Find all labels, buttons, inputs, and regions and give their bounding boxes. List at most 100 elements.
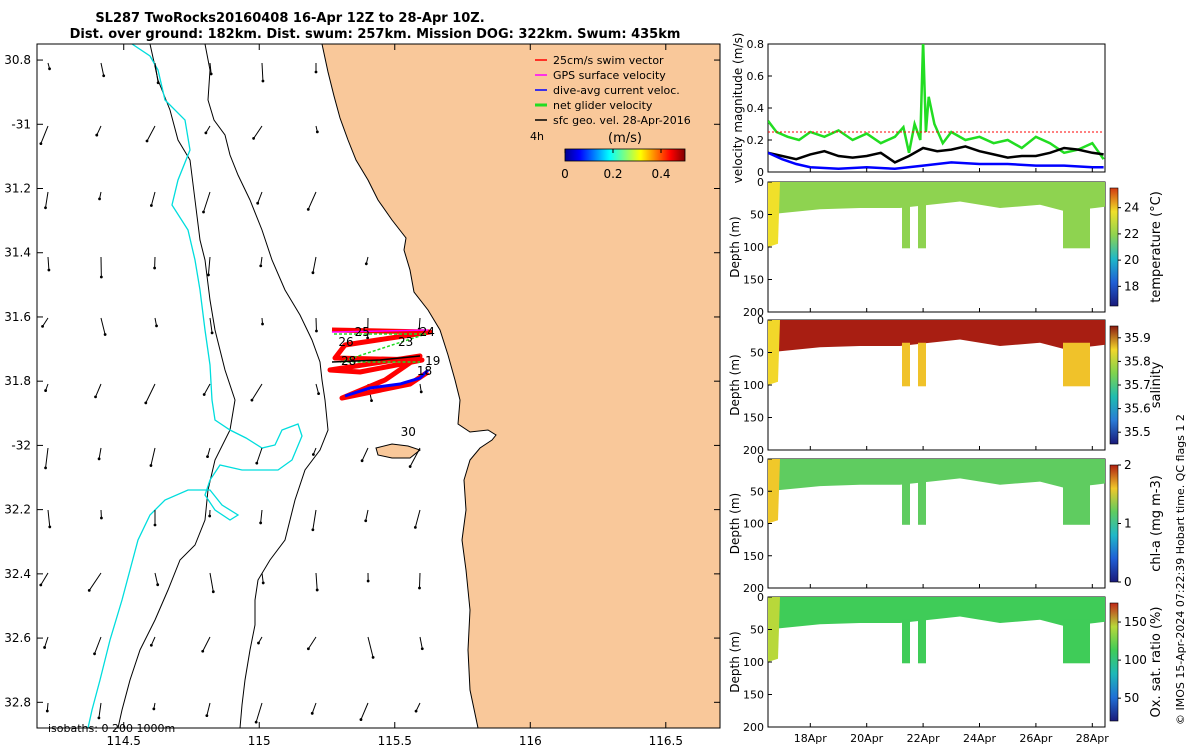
- vector-head: [201, 649, 205, 653]
- speed-colorbar: [564, 148, 686, 162]
- section-surface-layer: [768, 459, 1105, 492]
- geostrophic-vector: [100, 317, 106, 335]
- vector-head: [208, 514, 212, 518]
- velocity-series-line: [768, 151, 1104, 171]
- section-ylabel: Depth (m): [728, 354, 742, 415]
- geostrophic-vector: [255, 702, 263, 723]
- colorbar-tick-label: 22: [1124, 227, 1139, 241]
- section-y-tick-label: 150: [743, 689, 764, 702]
- geostrophic-vector: [307, 636, 317, 650]
- geostrophic-vector: [256, 447, 263, 464]
- vector-head: [44, 466, 47, 470]
- velocity-series-line: [768, 145, 1104, 164]
- vector-head: [47, 268, 51, 272]
- section-colorbar: [1109, 325, 1119, 445]
- section-panel: 0 50 100 150 200 Depth (m) 35.5 35.6 35.7 35.8 35.…: [728, 314, 1164, 457]
- geostrophic-vector: [150, 447, 156, 466]
- vector-head: [315, 588, 319, 592]
- vector-head: [144, 401, 148, 405]
- geostrophic-vector: [206, 702, 211, 716]
- colorbar-tick-label: 18: [1124, 279, 1139, 293]
- day-label: 23: [398, 335, 413, 349]
- vector-head: [250, 398, 254, 402]
- geostrophic-vector: [145, 383, 156, 404]
- section-y-tick-label: 150: [743, 550, 764, 563]
- legend-entry: GPS surface velocity: [553, 69, 666, 82]
- geostrophic-vector: [203, 383, 211, 395]
- day-label: 24: [420, 325, 435, 339]
- legend-entry: dive-avg current veloc.: [553, 84, 680, 97]
- geostrophic-vector: [209, 317, 213, 333]
- vector-head: [370, 399, 373, 403]
- geostrophic-vector: [360, 702, 369, 720]
- vector-head: [254, 720, 258, 724]
- title-line-1: SL287 TwoRocks20160408 16-Apr 12Z to 28-…: [95, 11, 484, 26]
- map-y-tick-label: 31.8: [4, 374, 31, 388]
- geostrophic-vector: [40, 125, 49, 144]
- vector-head: [153, 523, 157, 527]
- geostrophic-vector: [253, 125, 263, 139]
- vector-head: [156, 583, 160, 587]
- map-x-tick-label: 115.5: [378, 734, 412, 748]
- vector-head: [414, 709, 418, 713]
- vector-head: [255, 461, 259, 465]
- section-y-tick-label: 0: [757, 176, 764, 189]
- speed-colorbar-ticks: 0 0.2 0.4: [561, 149, 671, 181]
- map-axes: 114.5 115 115.5 116 116.5 30.8 -31 31.2 31.4 31.6…: [4, 44, 720, 748]
- colorbar-tick-label: 1: [1124, 517, 1132, 531]
- map-y-tick-label: 32.8: [4, 695, 31, 709]
- section-x-tick-label: 18Apr: [794, 732, 828, 745]
- vector-head: [43, 646, 47, 649]
- geostrophic-vector: [95, 383, 102, 398]
- vector-head: [420, 647, 424, 651]
- vector-head: [306, 207, 310, 211]
- vector-head: [259, 264, 263, 268]
- vector-head: [202, 210, 205, 214]
- vector-head: [371, 655, 375, 659]
- vector-head: [261, 581, 265, 585]
- geostrophic-vector: [154, 572, 159, 585]
- vector-head: [87, 589, 91, 592]
- colorbar-tick-label: 0: [561, 167, 569, 181]
- geostrophic-vector: [98, 447, 102, 459]
- vector-head: [261, 79, 265, 83]
- section-colorbar-label: chl-a (mg m-3): [1149, 475, 1164, 572]
- geostrophic-vector: [418, 317, 421, 330]
- geostrophic-vector: [311, 702, 317, 714]
- vector-head: [315, 130, 319, 134]
- vector-head: [311, 453, 315, 456]
- section-profile-block: [768, 597, 780, 662]
- map-y-tick-label: 32.4: [4, 567, 31, 581]
- vector-head: [39, 142, 43, 146]
- vector-head: [364, 519, 368, 523]
- geostrophic-vector: [45, 447, 49, 468]
- vector-head: [206, 455, 209, 459]
- vector-head: [95, 133, 99, 137]
- vector-head: [145, 139, 149, 143]
- vector-head: [211, 590, 215, 594]
- geostrophic-vector: [42, 317, 49, 327]
- map-y-tick-label: 31.2: [4, 182, 31, 196]
- colorbar-tick-label: 24: [1124, 201, 1139, 215]
- section-surface-layer: [768, 320, 1105, 353]
- map-x-tick-label: 114.5: [107, 734, 141, 748]
- colorbar-tick-label: 20: [1124, 253, 1139, 267]
- section-y-tick-label: 50: [750, 485, 764, 498]
- section-colorbar-label: Ox. sat. ratio (%): [1149, 607, 1164, 718]
- section-deep-profile: [1063, 342, 1090, 387]
- vector-head: [315, 329, 318, 333]
- vector-head: [207, 273, 210, 277]
- colorbar-tick-label: 50: [1124, 691, 1139, 705]
- section-panel: 0 50 100 150 200 Depth (m) 0 1 2 chl-a (mg m-3): [728, 453, 1164, 595]
- vector-head: [97, 716, 101, 720]
- vector-head: [99, 275, 103, 279]
- colorbar-tick-label: 100: [1124, 653, 1147, 667]
- section-y-tick-label: 50: [750, 209, 764, 222]
- section-deep-profile: [1063, 481, 1090, 525]
- vector-head: [39, 583, 43, 587]
- geostrophic-vector: [45, 191, 49, 208]
- geostrophic-vector: [40, 572, 49, 586]
- map-x-tick-label: 115: [248, 734, 271, 748]
- geostrophic-vector: [88, 572, 102, 591]
